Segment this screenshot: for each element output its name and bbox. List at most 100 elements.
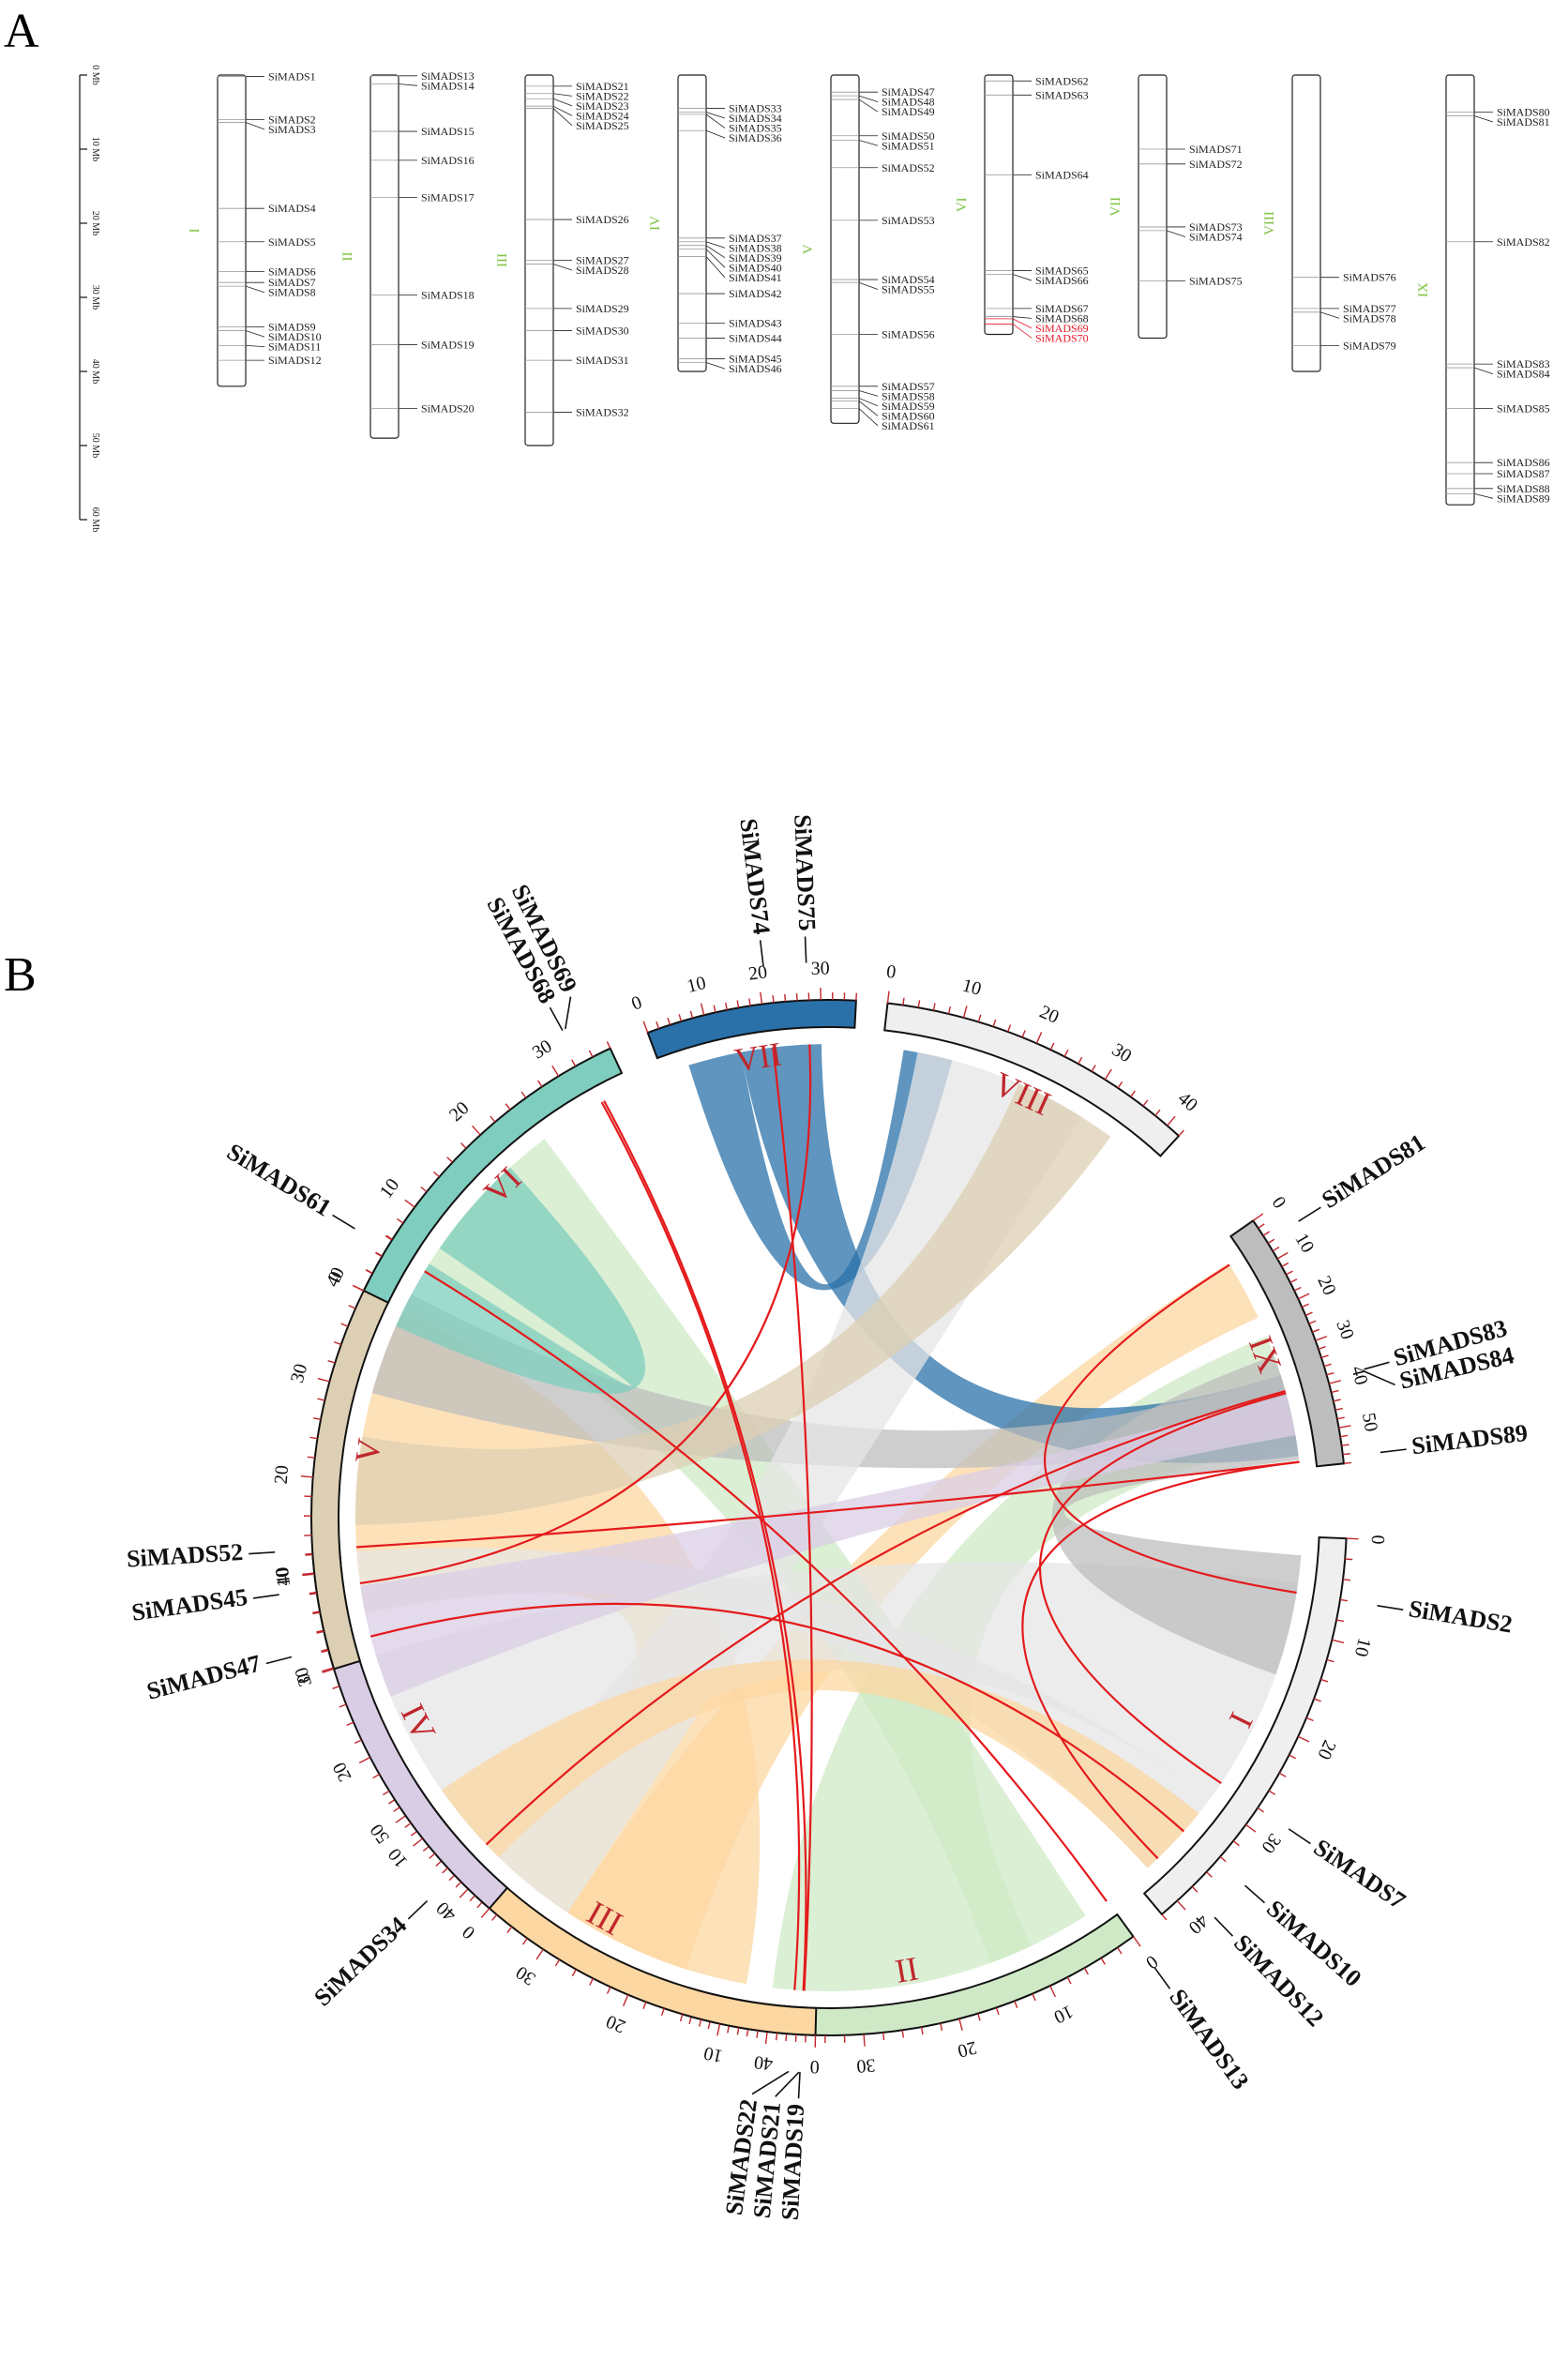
minor-tick xyxy=(756,2030,759,2038)
major-tick xyxy=(622,1994,629,2006)
major-tick xyxy=(1035,1032,1043,1044)
tick-label: 20 xyxy=(747,961,769,984)
gene-duplication-link xyxy=(369,1602,1185,1833)
gene-label: SiMADS30 xyxy=(576,325,629,338)
minor-tick xyxy=(1219,1855,1227,1863)
synteny-ribbon xyxy=(371,1293,1296,1469)
major-tick xyxy=(471,1125,481,1136)
chromosome-label: I xyxy=(188,228,203,233)
minor-tick xyxy=(724,1002,728,1010)
minor-tick xyxy=(1191,1885,1199,1893)
minor-tick xyxy=(1154,1109,1161,1116)
gene-label-leader xyxy=(1153,1967,1171,1989)
tick-label: 20 xyxy=(445,1097,474,1126)
gene-duplication-link xyxy=(424,1270,1108,1902)
gene-label: SiMADS29 xyxy=(576,302,629,315)
gene-label: SiMADS78 xyxy=(1343,311,1396,325)
gene-label: SiMADS13 xyxy=(421,69,475,83)
minor-tick xyxy=(947,1006,952,1015)
minor-tick xyxy=(642,2002,647,2010)
chromosome-IX: IXSiMADS80SiMADS81SiMADS82SiMADS83SiMADS… xyxy=(1416,74,1550,506)
minor-tick xyxy=(382,1790,390,1796)
gene-label: SiMADS9 xyxy=(268,321,316,334)
gene-leader xyxy=(552,264,573,271)
chromosome-bar xyxy=(1291,74,1321,372)
gene-leader xyxy=(245,344,265,347)
minor-tick xyxy=(309,1591,317,1595)
minor-tick xyxy=(992,1019,997,1027)
gene-leader xyxy=(245,122,265,130)
minor-tick xyxy=(1091,1065,1096,1072)
gene-label-leader xyxy=(249,1551,276,1555)
gene-label: SiMADS84 xyxy=(1497,368,1550,381)
minor-tick xyxy=(1066,1976,1072,1985)
gene-label: SiMADS11 xyxy=(268,340,321,354)
major-tick xyxy=(700,1003,705,1016)
gene-leader xyxy=(858,401,879,416)
gene-label: SiMADS1 xyxy=(268,70,316,83)
scale-tick-label: 20 Mb xyxy=(90,211,100,235)
minor-tick xyxy=(1130,1090,1136,1097)
minor-tick xyxy=(1340,1434,1349,1438)
tick-label: 20 xyxy=(603,2010,628,2036)
gene-label-leader xyxy=(565,996,572,1030)
tick-label: 0 xyxy=(885,961,897,983)
major-tick xyxy=(1252,1213,1264,1221)
minor-tick xyxy=(727,2025,731,2034)
minor-tick xyxy=(1345,1558,1353,1561)
gene-leader xyxy=(705,112,726,119)
gene-label-leader xyxy=(1364,1361,1390,1370)
minor-tick xyxy=(1343,1461,1352,1464)
gene-label: SiMADS3 xyxy=(268,123,316,136)
gene-label: SiMADS41 xyxy=(729,271,782,284)
major-tick xyxy=(1346,1537,1359,1540)
gene-leader xyxy=(398,83,418,86)
major-tick xyxy=(1332,1639,1345,1644)
minor-tick xyxy=(785,2034,788,2042)
gene-label: SiMADS51 xyxy=(882,139,935,152)
minor-tick xyxy=(1336,1416,1345,1420)
gene-leader xyxy=(1012,316,1033,319)
tick-label: 40 xyxy=(1184,1910,1213,1938)
minor-tick xyxy=(736,2027,740,2035)
minor-tick xyxy=(882,2032,885,2041)
major-tick xyxy=(1176,1899,1186,1911)
minor-tick xyxy=(1100,1958,1106,1965)
gene-label: SiMADS23 xyxy=(576,99,629,113)
minor-tick xyxy=(1326,1658,1334,1663)
gene-label-leader xyxy=(1298,1206,1321,1222)
gene-label: SiMADS21 xyxy=(576,80,629,93)
gene-label: SiMADS24 xyxy=(576,109,629,122)
minor-tick xyxy=(476,1901,483,1909)
minor-tick xyxy=(1289,1278,1298,1284)
minor-tick xyxy=(901,2030,905,2038)
gene-label: SiMADS67 xyxy=(1035,302,1089,315)
gene-leader xyxy=(858,95,879,103)
gene-leader xyxy=(1319,311,1340,319)
major-tick xyxy=(1245,1823,1257,1833)
panel-a-label: A xyxy=(4,5,39,58)
gene-label: SiMADS85 xyxy=(1497,402,1550,416)
minor-tick xyxy=(384,1235,393,1241)
major-tick xyxy=(764,2031,768,2045)
major-tick xyxy=(1276,1251,1289,1260)
synteny-ribbon xyxy=(396,1167,646,1395)
gene-label-leader xyxy=(549,1006,564,1032)
chromosome-label: VIII xyxy=(1262,211,1277,235)
gene-leader xyxy=(705,113,726,129)
scale-tick-label: 0 Mb xyxy=(90,65,100,84)
minor-tick xyxy=(748,998,751,1006)
minor-tick xyxy=(490,1115,496,1123)
minor-tick xyxy=(917,1000,921,1008)
gene-label: SiMADS83 xyxy=(1497,357,1550,370)
gene-leader xyxy=(1473,492,1494,499)
minor-tick xyxy=(309,1592,318,1595)
gene-leader xyxy=(552,93,573,97)
gene-label: SiMADS36 xyxy=(729,131,782,144)
gene-label: SiMADS16 xyxy=(421,154,475,167)
gene-label: SiMADS89 xyxy=(1497,491,1550,505)
minor-tick xyxy=(1304,1311,1313,1316)
gene-label: SiMADS56 xyxy=(882,328,935,341)
